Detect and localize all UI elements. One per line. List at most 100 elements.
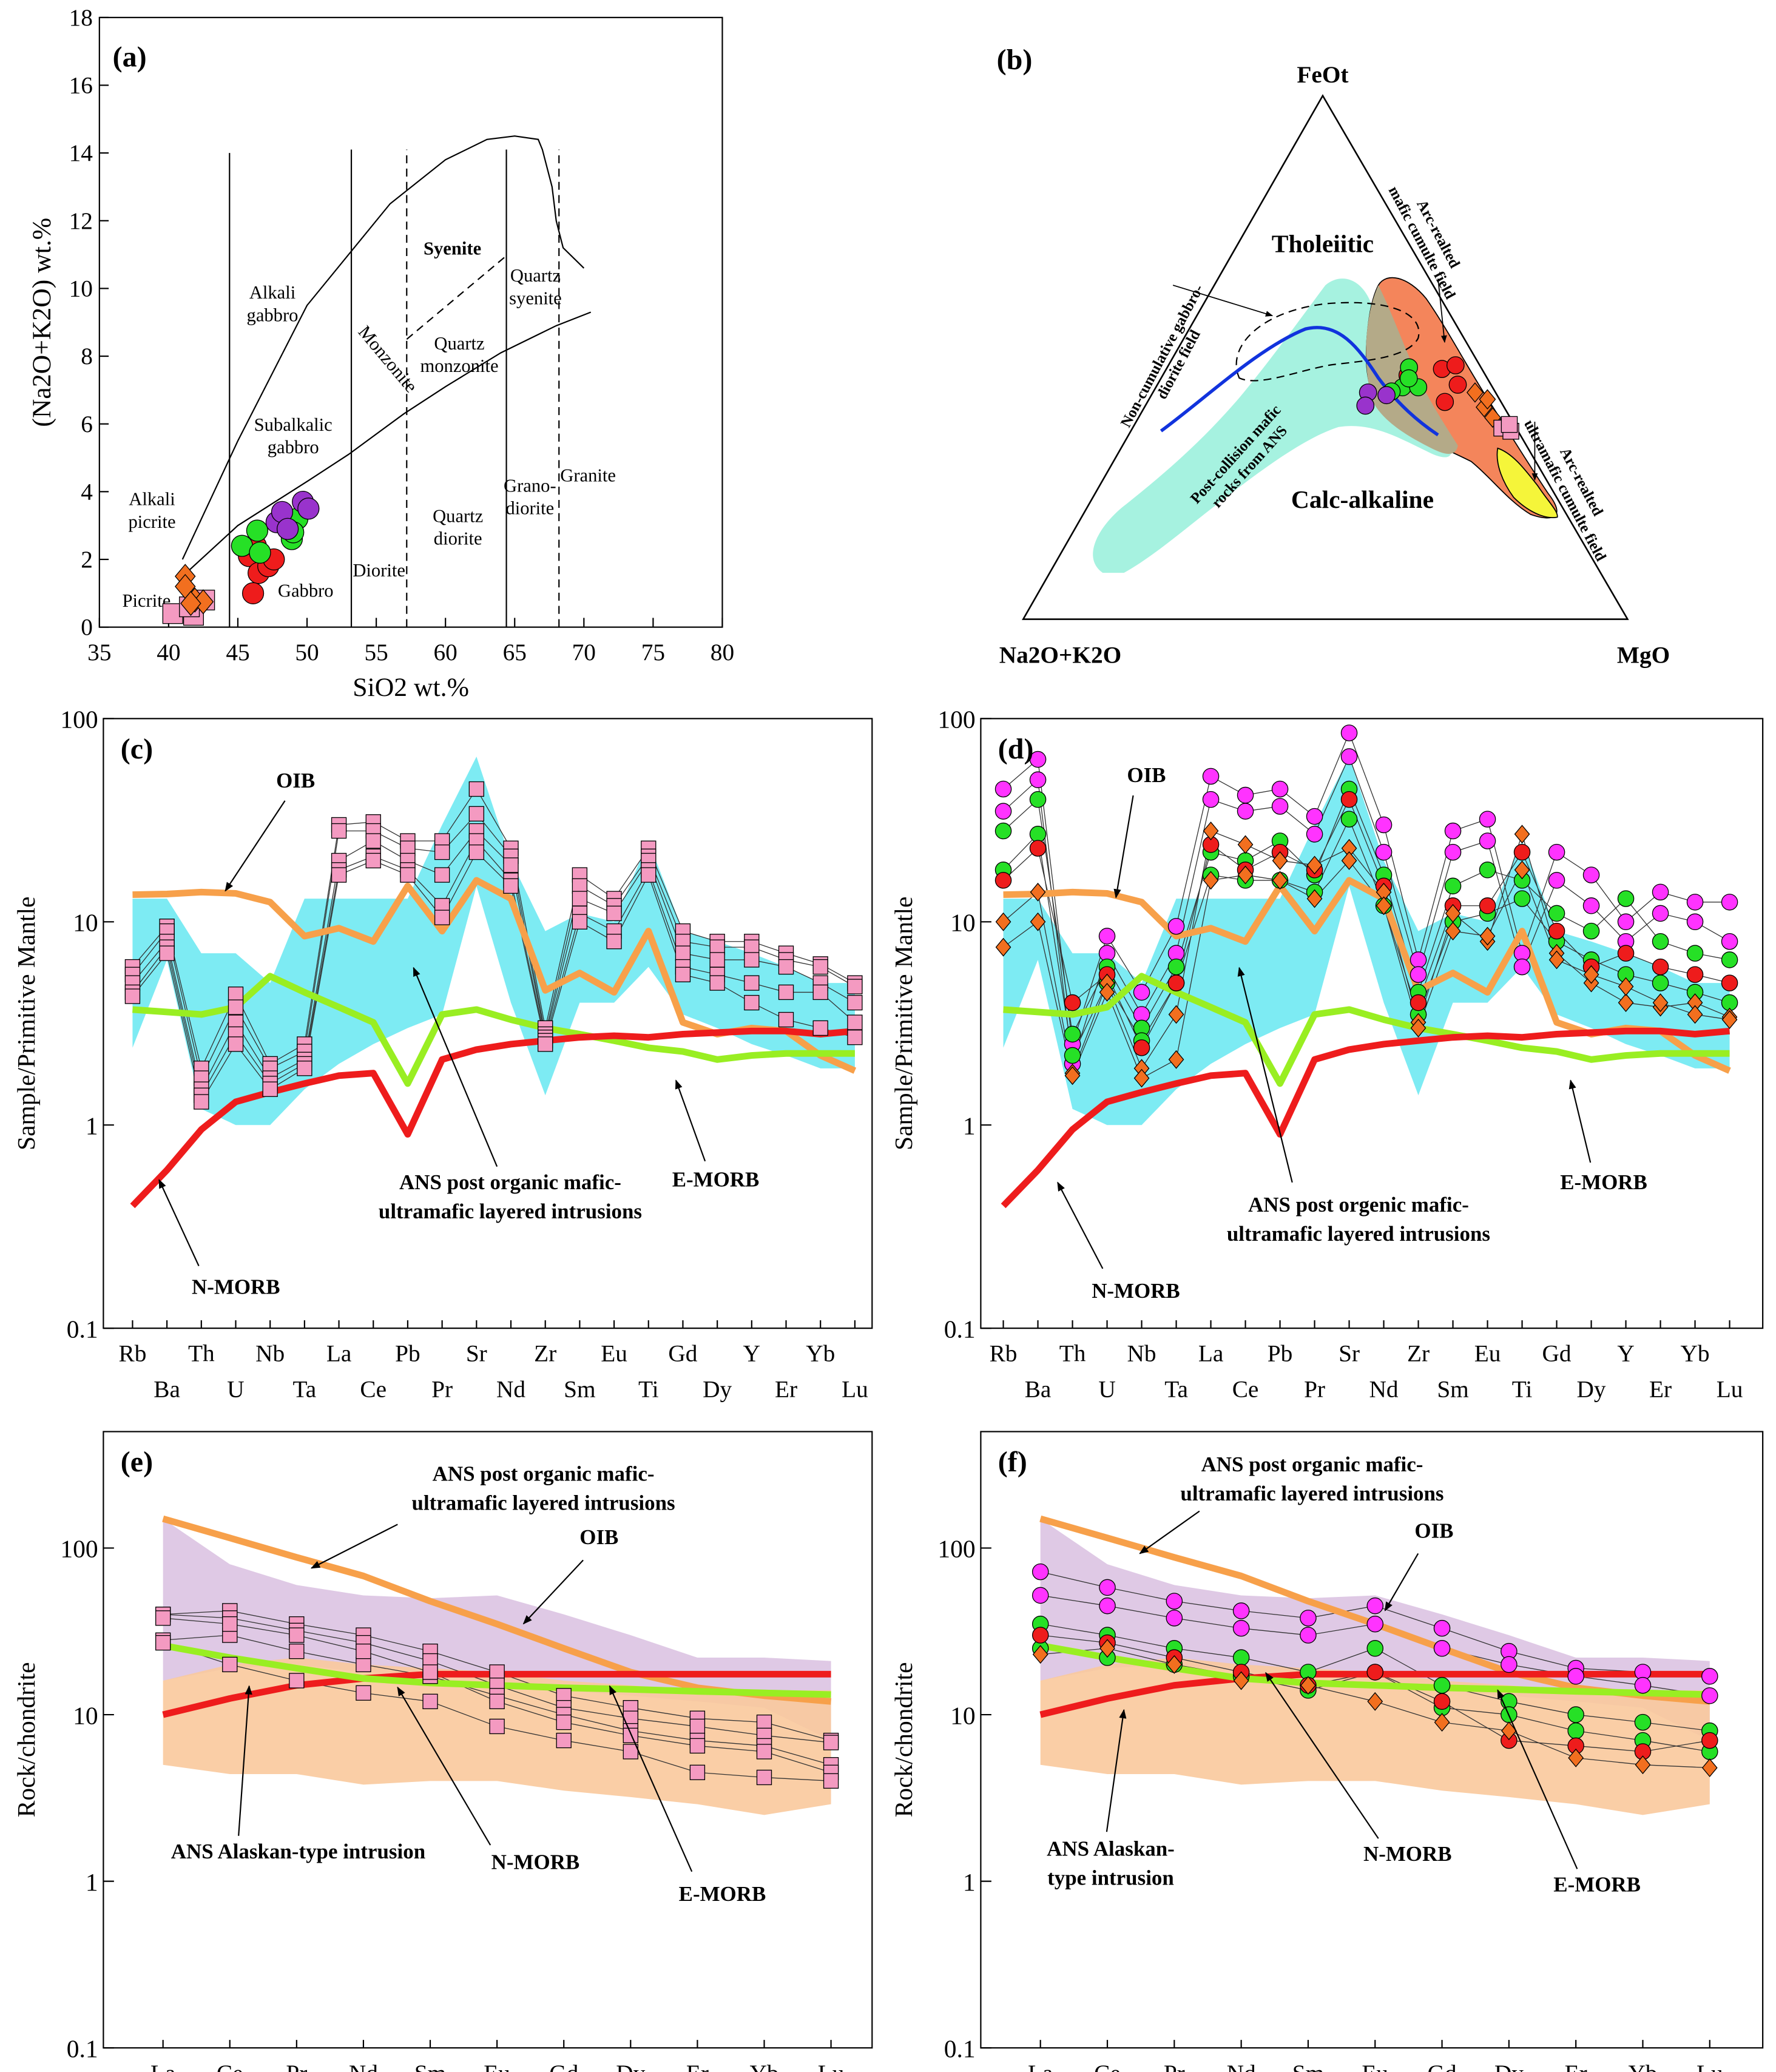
y-tick-label: 0.1 <box>944 2035 976 2063</box>
field-label: Monzonite <box>354 322 422 396</box>
circle-marker <box>1306 826 1323 843</box>
annotation-label: ultramafic layered intrusions <box>412 1491 675 1514</box>
x-tick-label: Lu <box>818 2060 845 2072</box>
circle-marker <box>994 780 1012 798</box>
circle-marker <box>1652 958 1669 976</box>
circle-marker <box>241 582 265 604</box>
circle-marker <box>1340 791 1358 808</box>
x-tick-label: Pb <box>1268 1340 1293 1367</box>
y-tick-label: 8 <box>81 343 93 370</box>
annotation-label: E-MORB <box>1560 1170 1647 1194</box>
reference-line-e-morb <box>1003 973 1730 1087</box>
circle-marker <box>994 872 1012 889</box>
annotation-label: ANS post orgenic mafic- <box>1248 1193 1469 1217</box>
annotation-label: ANS post organic mafic- <box>399 1170 621 1194</box>
circle-marker <box>249 541 271 564</box>
field-label-line: Granite <box>560 465 616 486</box>
sample-line <box>132 830 856 1091</box>
annotation-label: ultramafic layered intrusions <box>1180 1482 1443 1505</box>
circle-marker <box>1686 913 1704 931</box>
plot-frame <box>103 1431 873 2049</box>
x-tick-label: Yb <box>1681 1340 1710 1367</box>
x-axis-label: SiO2 wt.% <box>353 673 469 702</box>
x-tick-label: Gd <box>1542 1340 1572 1367</box>
alkaline-upper-boundary <box>181 135 585 560</box>
x-tick-label: 65 <box>503 639 527 666</box>
circle-marker <box>1340 811 1358 828</box>
circle-marker <box>1567 1706 1584 1723</box>
sample-series <box>124 844 863 1110</box>
circle-marker <box>1064 1047 1081 1064</box>
circle-marker <box>1029 771 1047 788</box>
alkaline-subalkaline-boundary <box>181 311 592 577</box>
diamond-marker <box>1445 922 1461 941</box>
square-marker <box>289 1643 305 1659</box>
y-tick-label: 10 <box>950 909 976 937</box>
circle-marker <box>1410 966 1427 984</box>
diamond-marker <box>1032 1645 1048 1664</box>
square-marker <box>228 987 244 1002</box>
annotation-label: type intrusion <box>1047 1866 1174 1890</box>
square-marker <box>709 975 725 991</box>
x-tick-label: Nd <box>349 2060 378 2072</box>
y-axis-label: (Na2O+K2O) wt.% <box>27 218 56 427</box>
x-tick-label: Y <box>743 1340 760 1367</box>
circle-marker <box>1433 1693 1451 1710</box>
plot-frame <box>103 718 873 1329</box>
y-tick-label: 10 <box>73 909 98 937</box>
square-marker <box>503 857 519 873</box>
annotation-label: OIB <box>1127 763 1166 787</box>
field-label-line: Grano- <box>504 475 556 496</box>
sample-line <box>1003 788 1730 1036</box>
circle-marker <box>1064 1025 1081 1043</box>
circle-marker <box>1300 1610 1317 1627</box>
circle-marker <box>1029 826 1047 843</box>
circle-marker <box>1166 1593 1183 1610</box>
diamond-marker <box>1514 860 1530 880</box>
circle-marker <box>1617 913 1635 931</box>
y-tick-label: 1 <box>963 1868 976 1896</box>
y-tick-label: 10 <box>950 1701 976 1729</box>
annotation-label: N-MORB <box>1363 1842 1452 1866</box>
circle-marker <box>1686 945 1704 962</box>
y-axis-label: Sample/Primitive Mantle <box>12 897 40 1150</box>
circle-marker <box>276 518 299 540</box>
circle-marker <box>1029 791 1047 808</box>
plot-frame <box>980 718 1764 1329</box>
circle-marker <box>1634 1713 1652 1731</box>
field-label-line: gabbro <box>268 437 319 457</box>
annotation-arrow <box>1568 1079 1592 1163</box>
field-label-line: Quartz <box>510 265 561 286</box>
field-label-line: diorite <box>505 498 554 518</box>
field-boundary-dashed <box>406 254 508 340</box>
sample-line <box>132 788 856 1070</box>
circle-marker <box>1701 1668 1718 1685</box>
circle-marker <box>1433 1676 1451 1694</box>
arrow <box>1437 278 1447 343</box>
circle-marker <box>1436 393 1454 411</box>
y-tick-label: 4 <box>81 478 93 505</box>
x-tick-label: 55 <box>364 639 388 666</box>
panel-f-ree-chondrite: 0.1 1 10 100 La Ce Pr Nd Sm Eu Gd Dy Er Yb Lu Rock/chon… <box>890 1431 1764 2072</box>
circle-marker <box>1029 840 1047 857</box>
x-tick-label: La <box>1028 2060 1053 2072</box>
circle-marker <box>1446 356 1465 374</box>
annotation-line: Non-cumulative gabbro- <box>1118 282 1207 430</box>
field-label-line: picrite <box>128 511 175 532</box>
square-marker <box>365 852 381 869</box>
square-marker <box>297 1061 312 1076</box>
plot-frame <box>98 16 723 628</box>
annotation-arrow <box>1113 795 1134 899</box>
annotation-label: N-MORB <box>491 1850 580 1874</box>
square-marker <box>356 1685 371 1701</box>
square-marker <box>468 781 484 797</box>
x-tick-label: Lu <box>1717 1376 1743 1403</box>
y-tick-label: 16 <box>69 72 93 99</box>
panel-label: (e) <box>121 1446 153 1478</box>
square-marker <box>778 1011 794 1028</box>
x-tick-label: Ba <box>154 1376 180 1403</box>
square-marker <box>356 1656 371 1673</box>
circle-marker <box>1099 1597 1116 1615</box>
circle-marker <box>1513 958 1531 976</box>
